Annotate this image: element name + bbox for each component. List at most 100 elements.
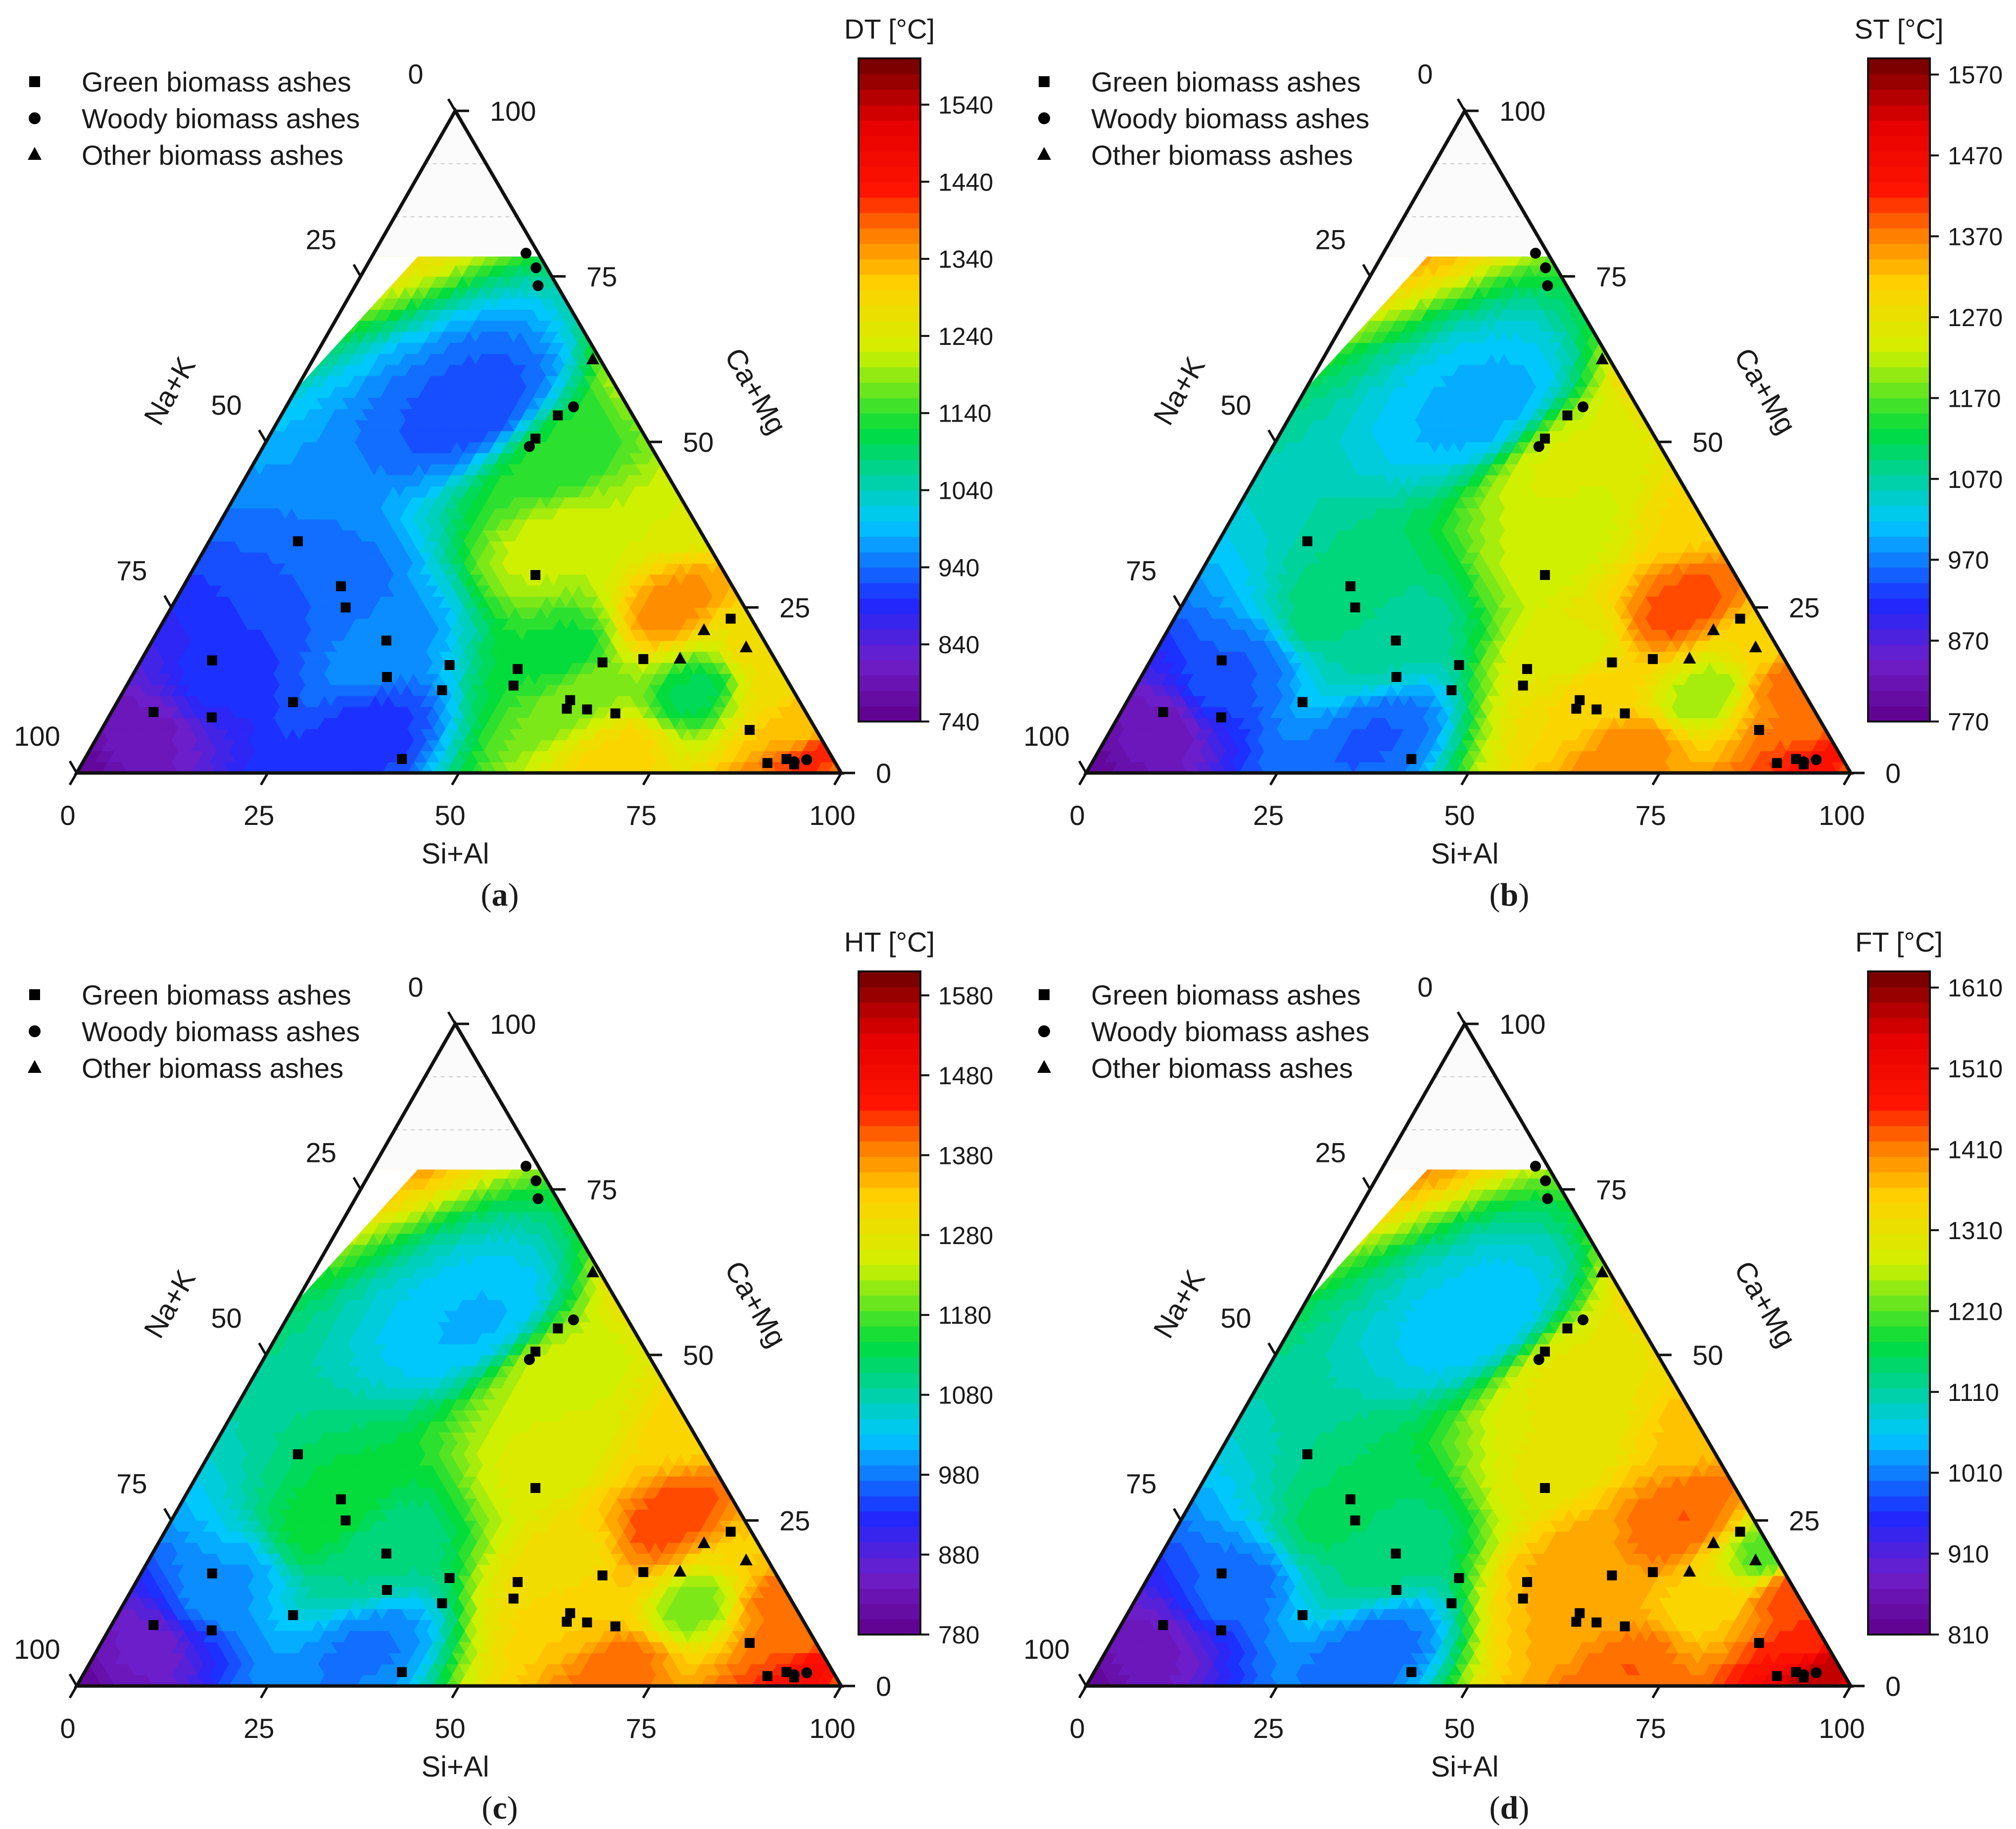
colorbar-tick-label: 1540: [938, 91, 993, 119]
right-tick-label: 50: [683, 427, 714, 458]
tick-mark: [258, 429, 267, 443]
right-tick-label: 100: [490, 96, 536, 127]
marker-green-biomass: [397, 754, 407, 764]
legend-label: Other biomass ashes: [82, 140, 343, 171]
marker-green-biomass: [437, 685, 447, 695]
colorbar-tick-label: 1340: [938, 245, 993, 273]
marker-green-biomass: [381, 635, 391, 646]
colorbar-band: [859, 243, 920, 260]
colorbar-band: [859, 552, 920, 568]
colorbar-band: [859, 104, 920, 121]
marker-green-biomass: [597, 657, 608, 668]
marker-green-biomass: [508, 680, 519, 691]
colorbar-band: [859, 150, 920, 167]
colorbar-band: [859, 336, 920, 352]
marker-green-biomass: [744, 725, 755, 735]
marker-woody-biomass: [801, 754, 813, 766]
colorbar-tick-label: 1440: [938, 168, 993, 196]
marker-green-biomass: [725, 614, 736, 624]
colorbar-band: [859, 182, 920, 198]
marker-woody-biomass: [532, 280, 544, 291]
colorbar-band: [859, 274, 920, 290]
marker-green-biomass: [207, 655, 217, 666]
colorbar-band: [859, 135, 920, 151]
colorbar-tick-label: 940: [938, 554, 979, 581]
marker-green-biomass: [565, 695, 576, 705]
contour-field: [76, 253, 842, 774]
marker-green-biomass: [148, 707, 159, 717]
marker-green-biomass: [288, 697, 298, 707]
right-tick-label: 0: [876, 758, 891, 789]
colorbar-tick-label: 1140: [938, 400, 992, 428]
colorbar-band: [859, 690, 920, 707]
axis-title-si-al: Si+Al: [421, 838, 489, 870]
tick-mark: [68, 760, 78, 774]
left-tick-label: 0: [408, 58, 423, 90]
legend-label: Green biomass ashes: [82, 66, 351, 97]
colorbar-band: [859, 521, 920, 537]
axis-title-na-k: Na+K: [138, 351, 202, 431]
colorbar-band: [859, 289, 920, 306]
axis-title-ca-mg: Ca+Mg: [719, 342, 793, 439]
colorbar-band: [859, 598, 920, 614]
tick-mark: [833, 772, 843, 786]
colorbar-band: [859, 428, 920, 445]
colorbar-tick-label: 1040: [938, 477, 993, 505]
left-tick-label: 50: [211, 389, 241, 421]
colorbar-band: [859, 367, 920, 383]
colorbar-band: [859, 475, 920, 491]
marker-green-biomass: [638, 654, 649, 664]
colorbar-band: [859, 74, 920, 90]
colorbar-band: [859, 413, 920, 429]
colorbar-band: [859, 320, 920, 337]
colorbar-band: [859, 613, 920, 630]
colorbar-band: [859, 89, 920, 105]
left-tick-label: 75: [116, 555, 147, 586]
legend-circle-icon: [29, 112, 41, 124]
bottom-tick-label: 25: [243, 800, 274, 831]
colorbar-tick-label: 740: [938, 708, 979, 736]
tick-mark: [163, 595, 173, 608]
marker-green-biomass: [513, 664, 523, 674]
colorbar-band: [859, 382, 920, 398]
right-tick-label: 75: [586, 261, 617, 292]
right-tick-label: 25: [779, 592, 810, 624]
marker-green-biomass: [206, 712, 217, 722]
colorbar-band: [859, 197, 920, 213]
bottom-tick-label: 100: [809, 800, 855, 831]
bottom-tick-label: 0: [60, 800, 75, 831]
colorbar-band: [859, 582, 920, 599]
tick-mark: [260, 772, 269, 786]
marker-woody-biomass: [530, 262, 542, 274]
empty-region: [372, 111, 540, 257]
caption-letter: a: [492, 877, 508, 913]
colorbar-band: [859, 660, 920, 676]
left-tick-label: 25: [306, 224, 336, 255]
marker-green-biomass: [382, 672, 392, 682]
colorbar-band: [859, 567, 920, 583]
colorbar-band: [859, 459, 920, 476]
colorbar-tick-label: 840: [938, 631, 979, 659]
bottom-tick-label: 75: [626, 800, 657, 831]
marker-green-biomass: [340, 602, 351, 613]
colorbar-band: [859, 259, 920, 275]
marker-green-biomass: [553, 410, 563, 421]
marker-green-biomass: [610, 708, 621, 719]
colorbar-band: [859, 228, 920, 244]
marker-green-biomass: [530, 570, 541, 580]
colorbar-band: [859, 444, 920, 460]
marker-green-biomass: [444, 660, 455, 670]
caption-paren: ): [508, 877, 519, 913]
colorbar-band: [859, 675, 920, 691]
legend-triangle-icon: [28, 147, 42, 160]
colorbar-band: [859, 212, 920, 229]
caption-paren: (: [481, 877, 492, 913]
colorbar-band: [859, 505, 920, 522]
marker-green-biomass: [336, 581, 346, 591]
colorbar-band: [859, 644, 920, 661]
panel-caption: (a): [481, 877, 519, 913]
tick-mark: [68, 772, 78, 786]
